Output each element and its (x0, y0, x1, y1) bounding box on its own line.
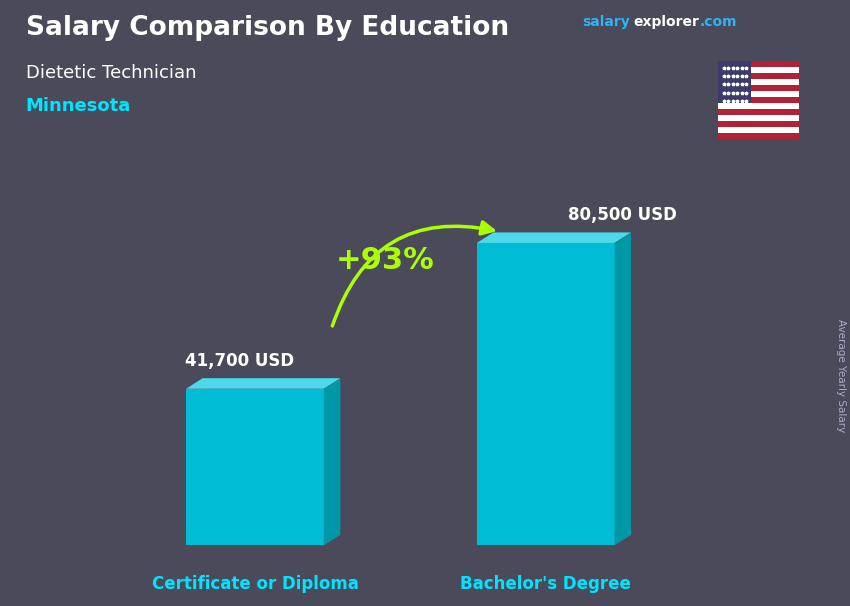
Bar (718, 91, 799, 97)
Text: salary: salary (582, 15, 630, 29)
Bar (718, 121, 799, 127)
Bar (718, 103, 799, 109)
Bar (718, 97, 799, 103)
Text: .com: .com (700, 15, 737, 29)
Text: Bachelor's Degree: Bachelor's Degree (460, 576, 632, 593)
Text: Dietetic Technician: Dietetic Technician (26, 64, 196, 82)
Polygon shape (186, 378, 340, 388)
Polygon shape (186, 388, 324, 545)
Text: Salary Comparison By Education: Salary Comparison By Education (26, 15, 508, 41)
Bar (718, 67, 799, 73)
Polygon shape (477, 243, 615, 545)
Bar (718, 133, 799, 139)
Polygon shape (324, 378, 340, 545)
Polygon shape (615, 233, 631, 545)
Bar (718, 61, 799, 67)
Bar (718, 73, 799, 79)
Bar (718, 109, 799, 115)
Bar (718, 127, 799, 133)
Bar (718, 79, 799, 85)
Text: Minnesota: Minnesota (26, 97, 131, 115)
Bar (718, 61, 751, 103)
Text: 41,700 USD: 41,700 USD (185, 352, 294, 370)
Text: Certificate or Diploma: Certificate or Diploma (151, 576, 359, 593)
Text: Average Yearly Salary: Average Yearly Salary (836, 319, 846, 432)
Polygon shape (477, 233, 631, 243)
Bar (718, 85, 799, 91)
Text: +93%: +93% (336, 247, 434, 276)
Text: 80,500 USD: 80,500 USD (568, 206, 677, 224)
Bar (718, 115, 799, 121)
Text: explorer: explorer (633, 15, 699, 29)
